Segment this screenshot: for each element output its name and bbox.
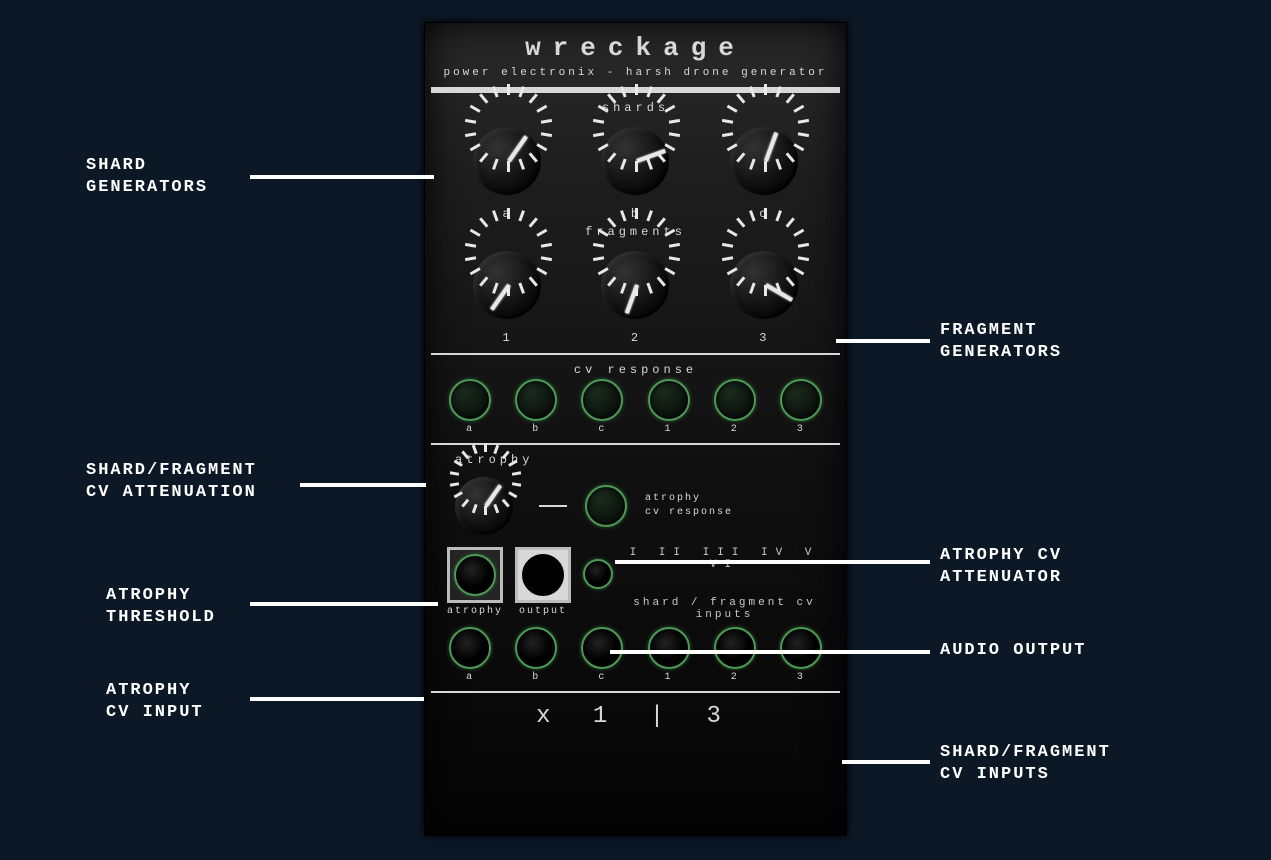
cvresp-label: b <box>532 424 540 435</box>
atrophy-heading: atrophy <box>425 453 846 467</box>
shard-knob-b[interactable] <box>591 117 679 205</box>
callout-leader <box>250 175 434 179</box>
callout-leader <box>300 483 426 487</box>
cv-in-jack-2[interactable] <box>714 627 756 669</box>
atrophy-cv-attn[interactable] <box>585 485 627 527</box>
cv-in-label: a <box>466 672 474 683</box>
cv-in-jack-a[interactable] <box>449 627 491 669</box>
callout-leader <box>842 760 930 764</box>
panel-title: wreckage <box>425 33 846 63</box>
fragment-label-2: 2 <box>631 331 640 345</box>
callout-text: SHARD GENERATORS <box>86 155 208 199</box>
cv-in-heading: shard / fragment cv inputs <box>625 597 824 621</box>
cv-in-jack-3[interactable] <box>780 627 822 669</box>
shard-knob-c[interactable] <box>720 117 808 205</box>
cvresp-trim-b[interactable] <box>515 379 557 421</box>
callout-leader <box>836 339 930 343</box>
cv-in-jack-1[interactable] <box>648 627 690 669</box>
atrophy-knob[interactable] <box>447 469 521 543</box>
fragments-heading: fragments <box>425 225 846 239</box>
cvresp-heading: cv response <box>425 363 846 377</box>
atrophy-row: atrophy cv response <box>425 469 846 543</box>
callout-leader <box>250 697 424 701</box>
module-panel: wreckage power electronix - harsh drone … <box>424 22 847 836</box>
callout-leader <box>610 650 930 654</box>
divider <box>431 691 840 693</box>
cvresp-row: a b c 1 2 3 <box>425 379 846 435</box>
cv-in-label: 2 <box>731 672 739 683</box>
atrophy-cv-in-box <box>447 547 503 603</box>
callout-leader <box>615 560 930 564</box>
shards-row: a b c <box>425 117 846 221</box>
fragment-knob-2[interactable] <box>591 241 679 329</box>
callout-text: ATROPHY THRESHOLD <box>106 585 216 629</box>
callout-text: SHARD/FRAGMENT CV INPUTS <box>940 742 1111 786</box>
cvresp-trim-c[interactable] <box>581 379 623 421</box>
panel-subtitle: power electronix - harsh drone generator <box>425 67 846 79</box>
brand: x 1 | 3 <box>425 703 846 730</box>
cv-in-label: 3 <box>797 672 805 683</box>
callout-leader <box>250 602 438 606</box>
output-label: output <box>519 606 567 617</box>
fragment-label-3: 3 <box>759 331 768 345</box>
cvresp-label: c <box>598 424 606 435</box>
divider <box>431 443 840 445</box>
cvresp-trim-3[interactable] <box>780 379 822 421</box>
atrophy-cv-in-label: atrophy <box>447 606 503 617</box>
cvresp-label: 1 <box>665 424 673 435</box>
cv-in-label: b <box>532 672 540 683</box>
cvresp-label: 2 <box>731 424 739 435</box>
roman-labels: I II III IV V VI <box>625 547 824 571</box>
cvresp-label: a <box>466 424 474 435</box>
cv-in-label: c <box>598 672 606 683</box>
output-jack[interactable] <box>522 554 564 596</box>
shard-knob-a[interactable] <box>463 117 551 205</box>
atrophy-attn-label: atrophy cv response <box>645 492 733 520</box>
callout-text: AUDIO OUTPUT <box>940 640 1086 662</box>
shards-heading: shards <box>425 101 846 115</box>
link-line <box>539 505 567 507</box>
fragment-knob-3[interactable] <box>720 241 808 329</box>
cvresp-trim-a[interactable] <box>449 379 491 421</box>
cv-in-label: 1 <box>665 672 673 683</box>
io-row: atrophy output I II III IV V VI shard / … <box>425 543 846 621</box>
fragments-row: 1 2 3 <box>425 241 846 345</box>
fragment-label-1: 1 <box>503 331 512 345</box>
cvresp-trim-2[interactable] <box>714 379 756 421</box>
cv-in-jack-b[interactable] <box>515 627 557 669</box>
cv-in-row: a b c 1 2 3 <box>425 627 846 683</box>
cvresp-label: 3 <box>797 424 805 435</box>
cv-in-jack-c[interactable] <box>581 627 623 669</box>
callout-text: ATROPHY CV ATTENUATOR <box>940 545 1062 589</box>
callout-text: SHARD/FRAGMENT CV ATTENUATION <box>86 460 257 504</box>
cvresp-trim-1[interactable] <box>648 379 690 421</box>
output-box <box>515 547 571 603</box>
atrophy-cv-in-jack[interactable] <box>454 554 496 596</box>
fragment-knob-1[interactable] <box>463 241 551 329</box>
callout-text: FRAGMENT GENERATORS <box>940 320 1062 364</box>
aux-jack[interactable] <box>583 559 613 589</box>
callout-text: ATROPHY CV INPUT <box>106 680 204 724</box>
divider <box>431 353 840 355</box>
